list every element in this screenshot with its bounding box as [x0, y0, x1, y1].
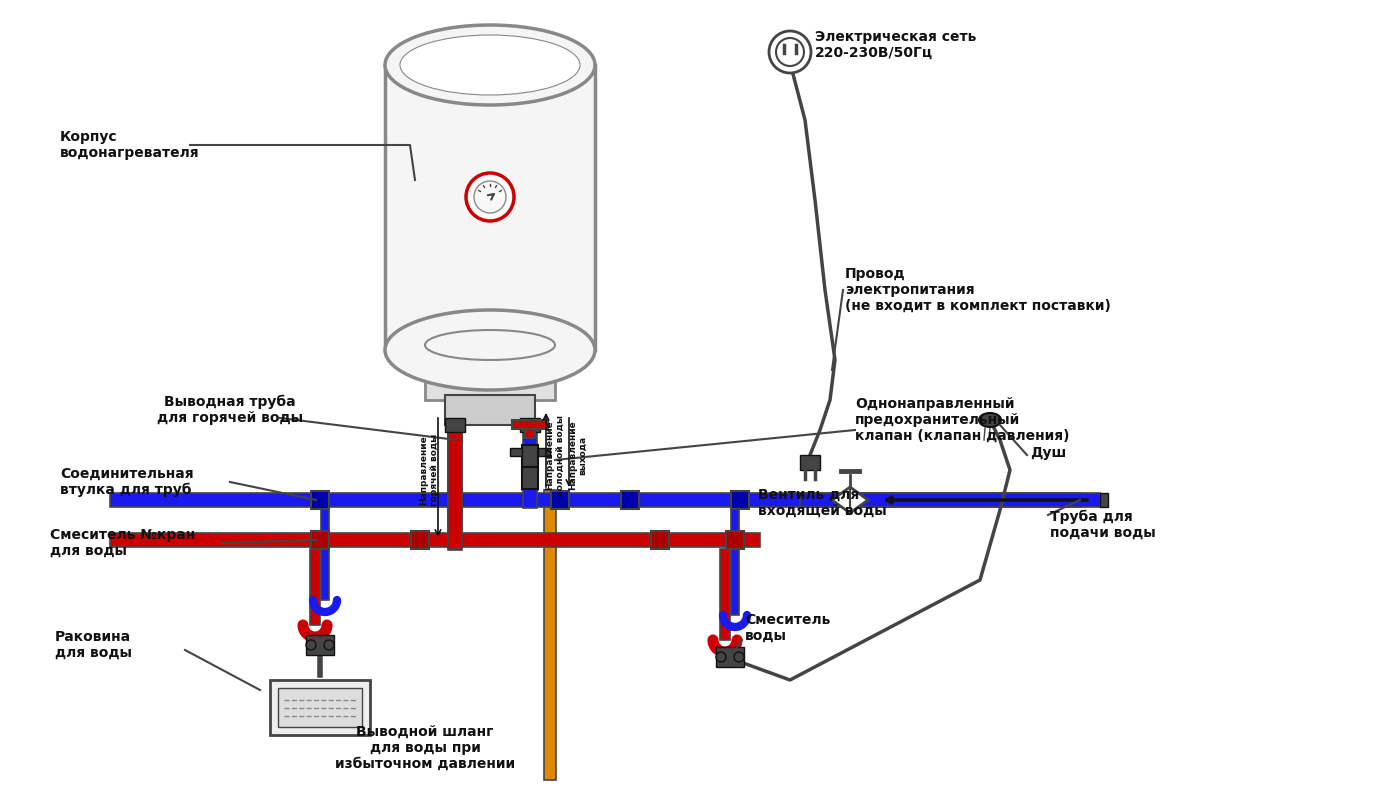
Bar: [411, 531, 429, 549]
Bar: [522, 445, 538, 467]
Bar: [385, 65, 595, 350]
Text: Провод
электропитания
(не входит в комплект поставки): Провод электропитания (не входит в компл…: [846, 266, 1111, 313]
Ellipse shape: [466, 173, 513, 221]
Ellipse shape: [324, 640, 334, 650]
Bar: [306, 635, 334, 655]
Text: Корпус
водонагревателя: Корпус водонагревателя: [60, 130, 199, 160]
Bar: [311, 491, 329, 509]
Bar: [446, 418, 465, 432]
Bar: [727, 531, 745, 549]
Bar: [525, 420, 536, 438]
Bar: [448, 420, 462, 550]
Ellipse shape: [473, 181, 507, 213]
Ellipse shape: [400, 35, 580, 95]
Text: Направление
выхода: Направление выхода: [569, 420, 588, 490]
Text: Душ: Душ: [1030, 446, 1066, 460]
Text: Однонаправленный
предохранительный
клапан (клапан давления): Однонаправленный предохранительный клапа…: [855, 397, 1070, 443]
Bar: [731, 509, 739, 615]
Bar: [1100, 493, 1109, 507]
Text: Электрическая сеть
220-230В/50Гц: Электрическая сеть 220-230В/50Гц: [815, 30, 976, 60]
Bar: [446, 395, 536, 425]
Bar: [731, 491, 749, 509]
Bar: [520, 418, 540, 432]
Bar: [109, 533, 760, 547]
Bar: [512, 420, 548, 429]
Text: Направление
горячей воды: Направление горячей воды: [419, 434, 439, 506]
Bar: [716, 647, 745, 667]
Text: Направление
холодной воды: Направление холодной воды: [545, 414, 565, 495]
Text: Соединительная
втулка для труб: Соединительная втулка для труб: [60, 466, 194, 498]
Ellipse shape: [978, 413, 1001, 427]
Ellipse shape: [776, 38, 804, 66]
Polygon shape: [832, 487, 868, 513]
Bar: [538, 448, 549, 456]
Bar: [425, 345, 555, 400]
Bar: [311, 531, 329, 549]
Text: Вентиль для
входящей воды: Вентиль для входящей воды: [758, 488, 887, 518]
Ellipse shape: [385, 25, 595, 105]
Bar: [551, 491, 569, 509]
Ellipse shape: [385, 310, 595, 390]
Text: Смеситель
воды: Смеситель воды: [745, 613, 830, 643]
Bar: [270, 680, 370, 735]
Bar: [278, 688, 363, 727]
Text: Труба для
подачи воды: Труба для подачи воды: [1050, 510, 1156, 540]
Bar: [650, 531, 668, 549]
Bar: [448, 420, 462, 548]
Bar: [109, 493, 1080, 507]
Text: Смеситель №кран
для воды: Смеситель №кран для воды: [50, 528, 195, 558]
Ellipse shape: [716, 652, 727, 662]
Text: Выводная труба
для горячей воды: Выводная труба для горячей воды: [156, 394, 303, 426]
Text: Раковина
для воды: Раковина для воды: [55, 630, 131, 660]
Ellipse shape: [306, 640, 316, 650]
Bar: [800, 455, 819, 470]
Bar: [800, 493, 1100, 507]
Bar: [544, 490, 556, 780]
Ellipse shape: [734, 652, 745, 662]
Ellipse shape: [425, 330, 555, 360]
Bar: [321, 509, 329, 600]
Bar: [720, 549, 729, 640]
Bar: [523, 420, 537, 475]
Bar: [621, 491, 639, 509]
Bar: [310, 549, 320, 625]
Bar: [522, 475, 538, 490]
Bar: [523, 489, 537, 508]
Text: Выводной шланг
для воды при
избыточном давлении: Выводной шланг для воды при избыточном д…: [335, 725, 515, 771]
Bar: [509, 448, 522, 456]
Bar: [522, 467, 538, 489]
Ellipse shape: [770, 31, 811, 73]
